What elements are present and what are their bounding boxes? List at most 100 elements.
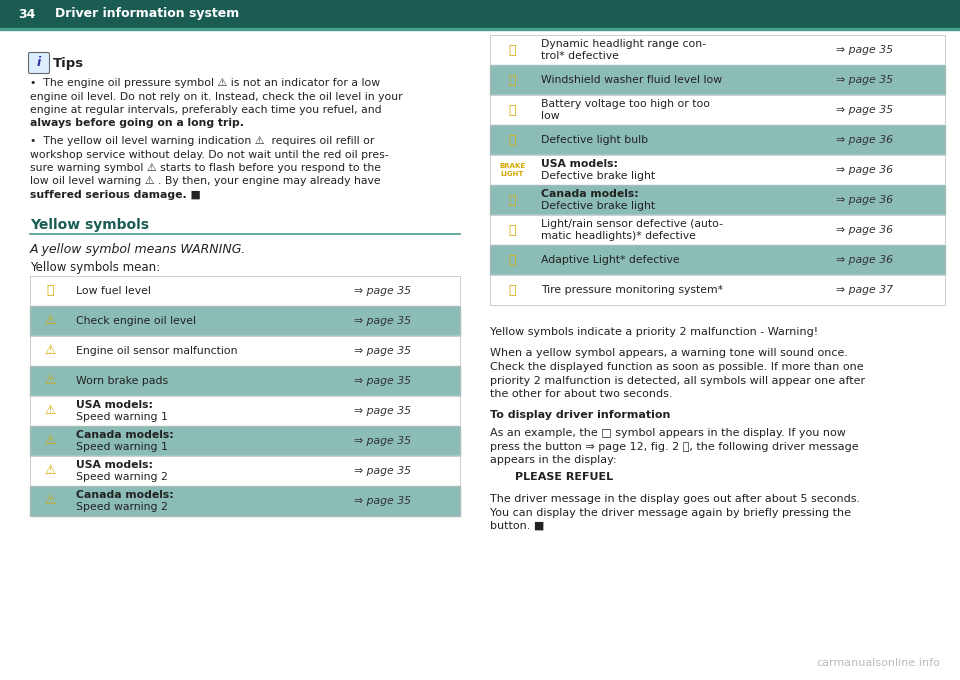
Bar [490,35,945,65]
Bar [30,396,460,426]
FancyBboxPatch shape [29,52,50,73]
Text: ⇒ page 35: ⇒ page 35 [836,75,894,85]
Text: low: low [541,111,560,121]
Text: ⇒ page 36: ⇒ page 36 [836,255,894,265]
Text: •  The engine oil pressure symbol ⚠ is not an indicator for a low: • The engine oil pressure symbol ⚠ is no… [30,78,380,88]
Text: PLEASE REFUEL: PLEASE REFUEL [515,473,613,483]
Text: ⇒ page 35: ⇒ page 35 [354,345,411,356]
Text: ⛽: ⛽ [509,284,516,296]
Bar [30,456,460,486]
Text: sure warning symbol ⚠ starts to flash before you respond to the: sure warning symbol ⚠ starts to flash be… [30,163,381,173]
Bar [30,335,460,366]
Text: matic headlights)* defective: matic headlights)* defective [541,231,696,241]
Text: USA models:: USA models: [76,400,153,409]
Text: Speed warning 2: Speed warning 2 [76,471,168,481]
Text: Low fuel level: Low fuel level [76,286,151,296]
Bar [490,185,945,215]
Text: Engine oil sensor malfunction: Engine oil sensor malfunction [76,345,237,356]
Text: the other for about two seconds.: the other for about two seconds. [490,389,673,399]
Bar [490,245,945,275]
Text: ⚠: ⚠ [44,494,56,507]
Text: Defective brake light: Defective brake light [541,201,655,211]
Text: Yellow symbols: Yellow symbols [30,218,149,231]
Text: button. ■: button. ■ [490,521,544,531]
Bar [490,275,945,305]
Text: ⇒ page 35: ⇒ page 35 [354,405,411,415]
Text: Speed warning 1: Speed warning 1 [76,441,168,452]
Text: Check engine oil level: Check engine oil level [76,316,196,326]
Bar [490,95,945,125]
Text: trol* defective: trol* defective [541,51,619,61]
Text: To display driver information: To display driver information [490,411,670,420]
Text: ⇒ page 35: ⇒ page 35 [354,286,411,296]
Text: ⛽: ⛽ [509,194,516,207]
Text: ⇒ page 35: ⇒ page 35 [836,45,894,55]
Text: USA models:: USA models: [76,460,153,469]
Text: Tire pressure monitoring system*: Tire pressure monitoring system* [541,285,723,295]
Text: Speed warning 2: Speed warning 2 [76,502,168,511]
Text: ⇒ page 35: ⇒ page 35 [354,435,411,445]
Text: ⇒ page 35: ⇒ page 35 [354,496,411,505]
Text: When a yellow symbol appears, a warning tone will sound once.: When a yellow symbol appears, a warning … [490,348,848,358]
Text: ⛽: ⛽ [509,133,516,146]
Text: Yellow symbols indicate a priority 2 malfunction - Warning!: Yellow symbols indicate a priority 2 mal… [490,327,818,337]
Text: ⚠: ⚠ [44,464,56,477]
Text: ⚠: ⚠ [44,374,56,387]
Text: ⇒ page 35: ⇒ page 35 [354,375,411,386]
Bar [490,155,945,185]
Bar [30,275,460,305]
Text: press the button ⇒ page 12, fig. 2 ⓕ, the following driver message: press the button ⇒ page 12, fig. 2 ⓕ, th… [490,441,858,452]
Text: Tips: Tips [53,56,84,69]
Text: Speed warning 1: Speed warning 1 [76,411,168,422]
Text: engine oil level. Do not rely on it. Instead, check the oil level in your: engine oil level. Do not rely on it. Ins… [30,92,402,101]
Bar [30,305,460,335]
Text: suffered serious damage. ■: suffered serious damage. ■ [30,190,201,200]
Text: ⛽: ⛽ [509,103,516,116]
Text: •  The yellow oil level warning indication ⚠  requires oil refill or: • The yellow oil level warning indicatio… [30,136,374,146]
Bar [490,65,945,95]
Text: carmanualsonline.info: carmanualsonline.info [816,658,940,668]
Bar [30,426,460,456]
Text: 34: 34 [18,7,36,20]
Text: ⛽: ⛽ [509,224,516,237]
Text: Canada models:: Canada models: [76,490,174,500]
Text: ⇒ page 35: ⇒ page 35 [836,105,894,115]
Bar [0,0,960,28]
Text: ⇒ page 35: ⇒ page 35 [354,466,411,475]
Text: ⚠: ⚠ [44,344,56,357]
Text: Canada models:: Canada models: [76,430,174,439]
Text: As an example, the □ symbol appears in the display. If you now: As an example, the □ symbol appears in t… [490,428,846,438]
Text: ⛽: ⛽ [509,44,516,56]
Text: ⛽: ⛽ [509,73,516,86]
Text: A yellow symbol means WARNING.: A yellow symbol means WARNING. [30,243,247,256]
Bar [30,366,460,396]
Text: Check the displayed function as soon as possible. If more than one: Check the displayed function as soon as … [490,362,864,372]
Text: The driver message in the display goes out after about 5 seconds.: The driver message in the display goes o… [490,494,860,504]
Text: BRAKE: BRAKE [499,163,525,169]
Text: ⚠: ⚠ [44,404,56,417]
Text: ⇒ page 37: ⇒ page 37 [836,285,894,295]
Text: priority 2 malfunction is detected, all symbols will appear one after: priority 2 malfunction is detected, all … [490,375,865,386]
Text: Dynamic headlight range con-: Dynamic headlight range con- [541,39,706,49]
Text: workshop service without delay. Do not wait until the red oil pres-: workshop service without delay. Do not w… [30,150,389,160]
Text: ⛽: ⛽ [46,284,54,297]
Text: i: i [36,56,41,69]
Text: Defective brake light: Defective brake light [541,171,655,181]
Text: ⚠: ⚠ [44,314,56,327]
Text: Driver information system: Driver information system [55,7,239,20]
Bar [490,125,945,155]
Text: Windshield washer fluid level low: Windshield washer fluid level low [541,75,722,85]
Text: engine at regular intervals, preferably each time you refuel, and: engine at regular intervals, preferably … [30,105,382,115]
Text: ⇒ page 36: ⇒ page 36 [836,135,894,145]
Text: Battery voltage too high or too: Battery voltage too high or too [541,99,710,109]
Text: USA models:: USA models: [541,159,618,169]
Text: appears in the display:: appears in the display: [490,455,616,465]
Text: ⇒ page 36: ⇒ page 36 [836,225,894,235]
Bar [490,215,945,245]
Text: ⇒ page 36: ⇒ page 36 [836,195,894,205]
Bar [30,486,460,515]
Text: LIGHT: LIGHT [501,171,524,177]
Text: Light/rain sensor defective (auto-: Light/rain sensor defective (auto- [541,219,723,229]
Text: Worn brake pads: Worn brake pads [76,375,168,386]
Text: low oil level warning ⚠ . By then, your engine may already have: low oil level warning ⚠ . By then, your … [30,177,380,186]
